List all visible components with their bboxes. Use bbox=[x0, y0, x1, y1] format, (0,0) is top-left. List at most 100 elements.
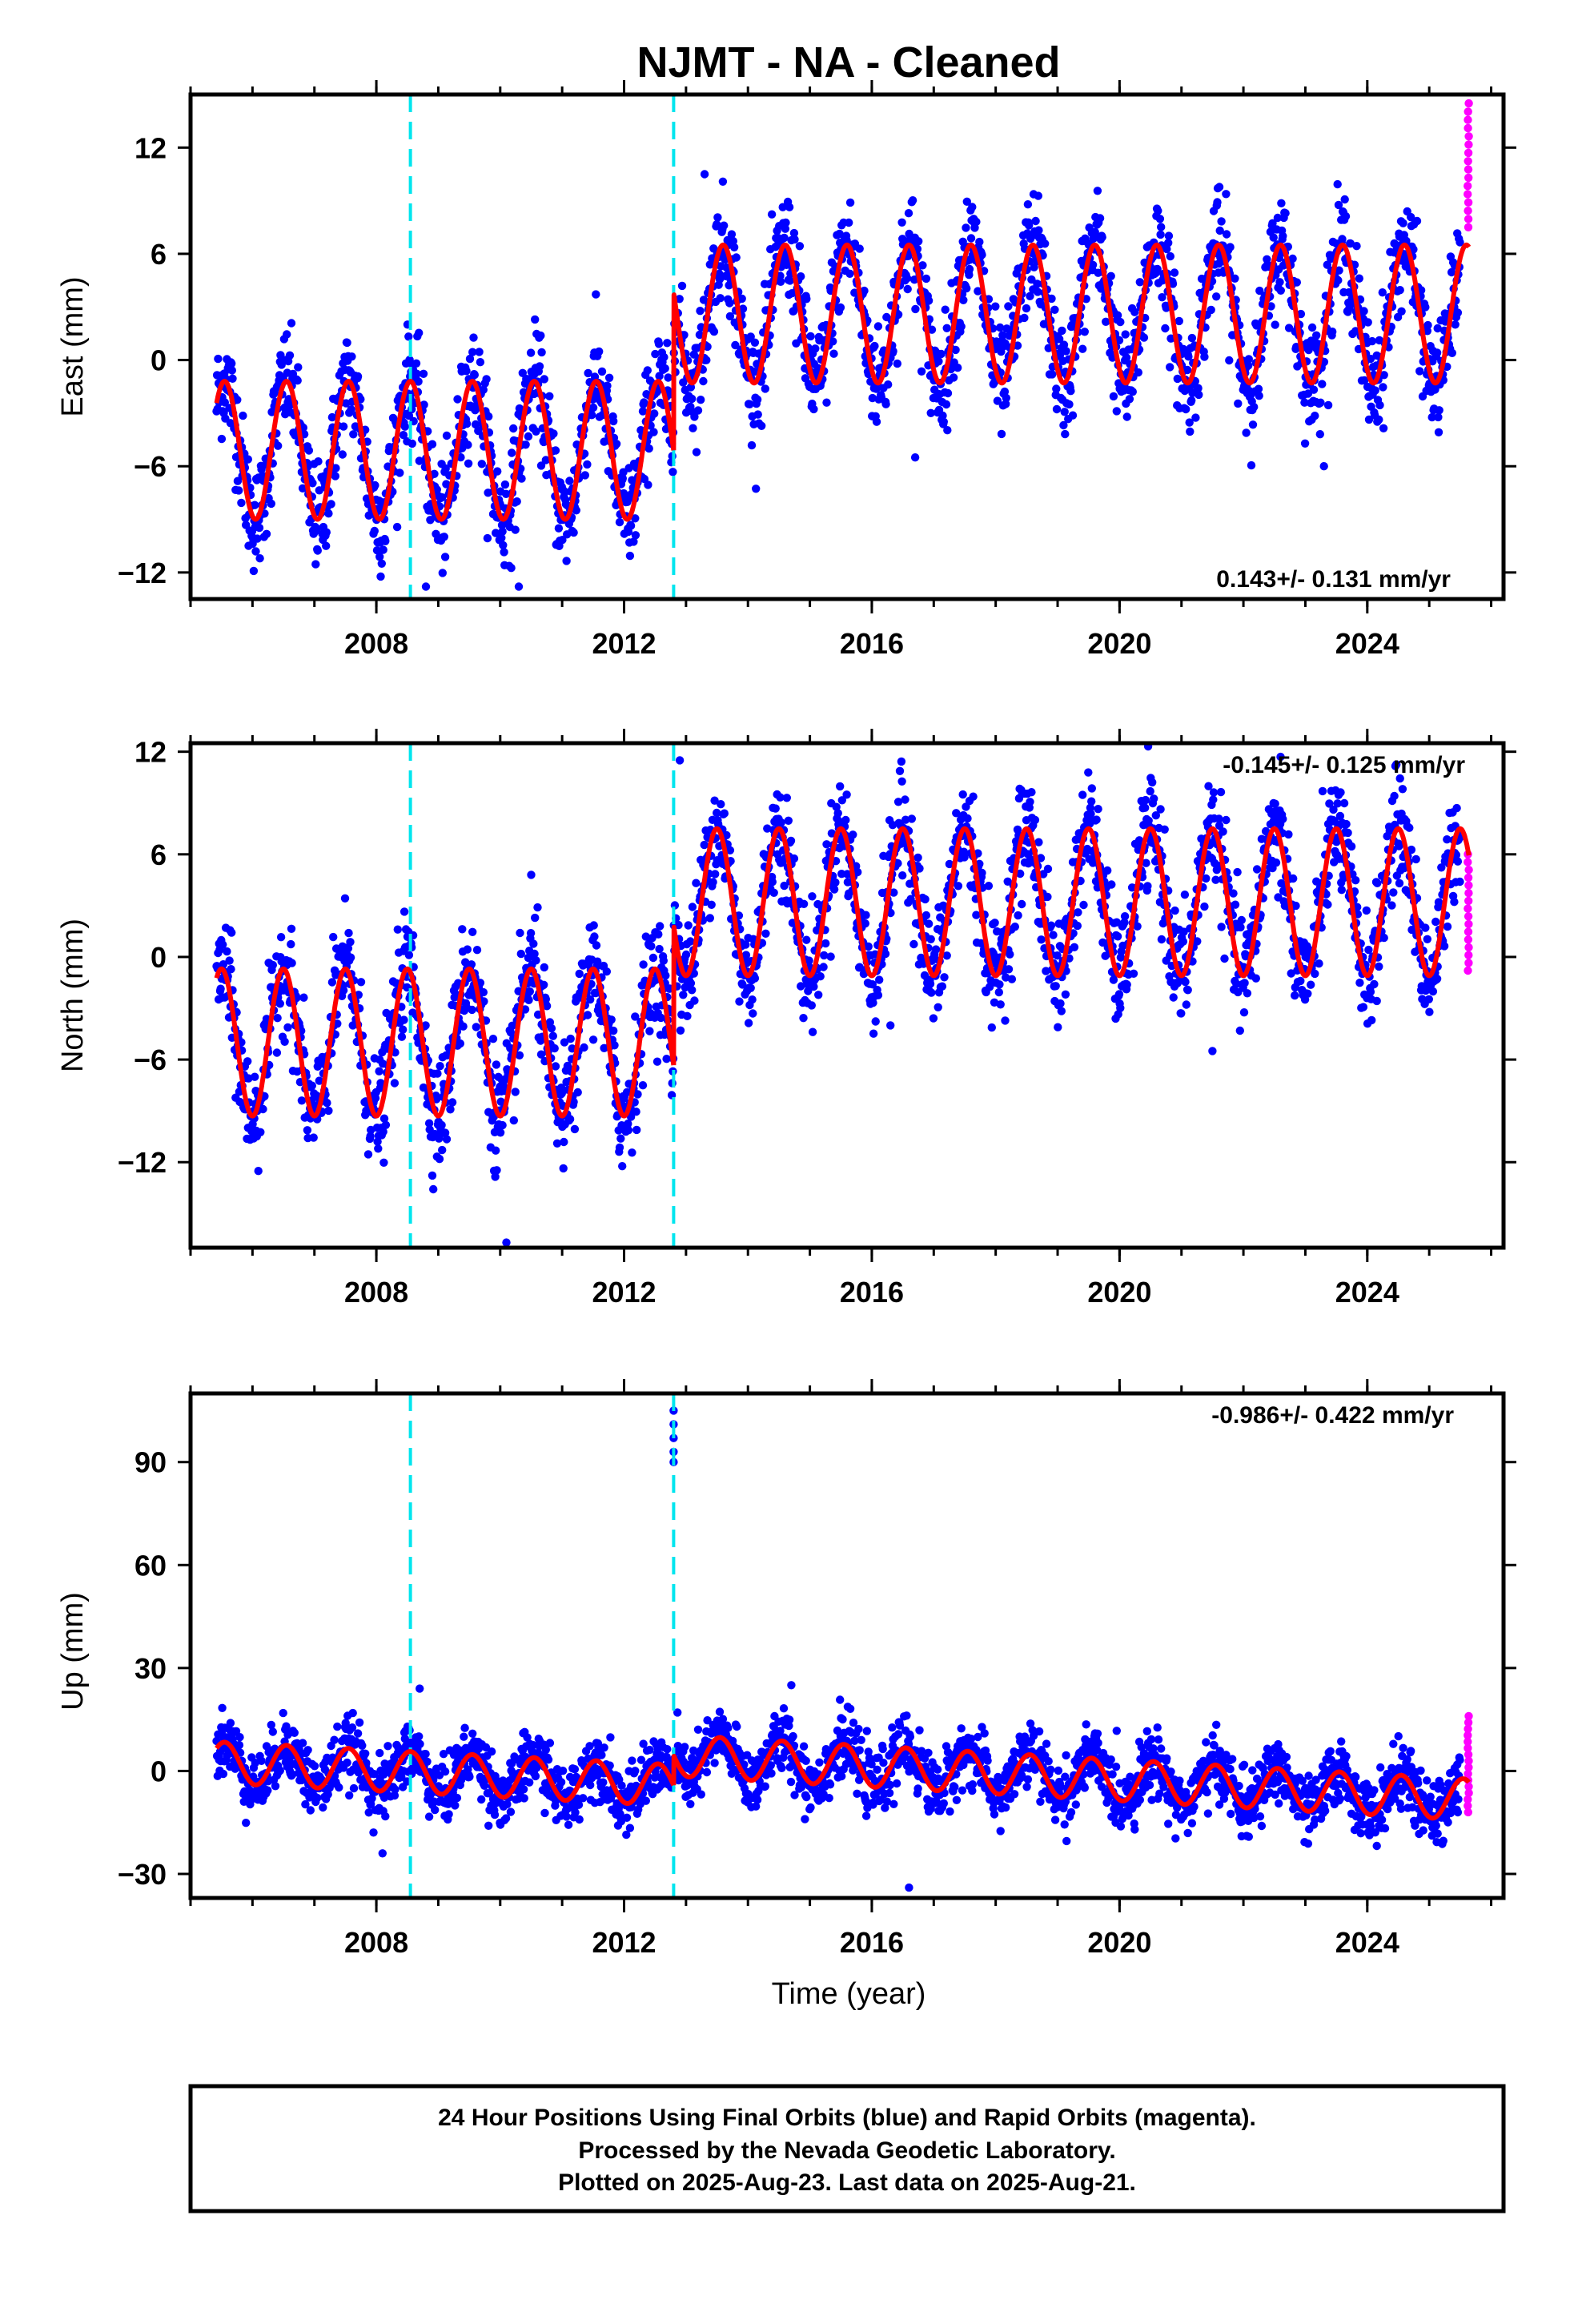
final-orbit-point bbox=[1239, 1008, 1249, 1017]
final-orbit-point bbox=[456, 1039, 464, 1048]
final-orbit-point bbox=[482, 375, 491, 384]
final-orbit-point bbox=[1453, 308, 1463, 317]
final-orbit-point bbox=[569, 528, 578, 537]
final-orbit-point bbox=[303, 1126, 312, 1135]
final-orbit-point bbox=[1114, 990, 1124, 999]
final-orbit-point bbox=[602, 967, 611, 976]
final-orbit-point bbox=[532, 427, 540, 436]
rapid-orbit-point bbox=[1464, 99, 1473, 108]
final-orbit-point bbox=[529, 939, 538, 948]
final-orbit-point bbox=[845, 218, 853, 227]
final-orbit-point bbox=[1284, 830, 1293, 839]
final-orbit-point bbox=[1367, 336, 1377, 346]
final-orbit-point bbox=[643, 366, 652, 375]
final-orbit-point bbox=[349, 430, 358, 439]
final-orbit-point bbox=[1271, 799, 1279, 808]
final-orbit-point bbox=[375, 1067, 383, 1076]
final-orbit-point bbox=[881, 400, 890, 408]
final-orbit-point bbox=[958, 790, 967, 799]
final-orbit-point bbox=[590, 932, 599, 941]
final-orbit-point bbox=[921, 895, 930, 904]
final-orbit-point bbox=[1375, 400, 1384, 410]
final-orbit-point bbox=[1166, 363, 1174, 372]
final-orbit-point bbox=[1052, 404, 1062, 414]
final-orbit-point bbox=[1424, 995, 1434, 1004]
final-orbit-point bbox=[718, 177, 728, 186]
final-orbit-point bbox=[327, 500, 335, 509]
final-orbit-point bbox=[1174, 316, 1184, 326]
final-orbit-point bbox=[913, 853, 922, 862]
final-orbit-point bbox=[442, 480, 451, 489]
final-orbit-point bbox=[954, 882, 963, 891]
final-orbit-point bbox=[297, 1096, 307, 1105]
final-orbit-point bbox=[1043, 892, 1052, 902]
final-orbit-point bbox=[943, 426, 952, 435]
final-orbit-point bbox=[732, 253, 741, 262]
final-orbit-point bbox=[1093, 187, 1102, 195]
final-orbit-point bbox=[1155, 215, 1165, 223]
final-orbit-point bbox=[1027, 788, 1036, 797]
final-orbit-point bbox=[428, 440, 437, 448]
final-orbit-point bbox=[797, 272, 805, 281]
final-orbit-point bbox=[702, 356, 711, 364]
final-orbit-point bbox=[235, 486, 243, 495]
final-orbit-point bbox=[1139, 333, 1149, 342]
final-orbit-point bbox=[966, 234, 976, 243]
final-orbit-point bbox=[716, 294, 725, 303]
final-orbit-point bbox=[949, 373, 958, 382]
final-orbit-point bbox=[1316, 398, 1325, 407]
final-orbit-point bbox=[1373, 879, 1382, 888]
final-orbit-point bbox=[1002, 393, 1011, 403]
final-orbit-point bbox=[469, 333, 478, 342]
final-orbit-point bbox=[548, 1031, 557, 1040]
final-orbit-point bbox=[580, 471, 589, 480]
final-orbit-point bbox=[1423, 320, 1432, 330]
final-orbit-point bbox=[603, 381, 612, 390]
final-orbit-point bbox=[1421, 923, 1430, 932]
final-orbit-point bbox=[1061, 990, 1070, 999]
final-orbit-point bbox=[814, 991, 823, 999]
final-orbit-point bbox=[397, 1032, 407, 1041]
final-orbit-point bbox=[484, 412, 493, 421]
final-orbit-point bbox=[836, 782, 845, 791]
final-orbit-point bbox=[654, 930, 663, 939]
final-orbit-point bbox=[607, 1015, 616, 1024]
final-orbit-point bbox=[700, 840, 709, 850]
final-orbit-point bbox=[776, 277, 785, 286]
final-orbit-point bbox=[784, 816, 793, 825]
final-orbit-point bbox=[430, 469, 439, 478]
final-orbit-point bbox=[809, 404, 818, 414]
final-orbit-point bbox=[1359, 1003, 1368, 1011]
final-orbit-point bbox=[1279, 814, 1287, 823]
final-orbit-point bbox=[1229, 889, 1238, 898]
final-orbit-point bbox=[1180, 891, 1190, 899]
final-orbit-point bbox=[516, 949, 525, 959]
final-orbit-point bbox=[604, 373, 614, 382]
final-orbit-point bbox=[1342, 819, 1351, 829]
final-orbit-point bbox=[725, 299, 734, 308]
final-orbit-point bbox=[632, 1108, 640, 1116]
final-orbit-point bbox=[521, 440, 530, 449]
final-orbit-point bbox=[492, 529, 500, 537]
final-orbit-point bbox=[1309, 385, 1319, 394]
final-orbit-point bbox=[343, 338, 351, 348]
final-orbit-point bbox=[1050, 305, 1059, 314]
final-orbit-point bbox=[1054, 1023, 1062, 1031]
final-orbit-point bbox=[440, 553, 450, 561]
y-tick-label: 12 bbox=[135, 131, 167, 164]
final-orbit-point bbox=[1200, 352, 1209, 361]
final-orbit-point bbox=[275, 999, 284, 1008]
final-orbit-point bbox=[861, 919, 870, 928]
final-orbit-point bbox=[693, 406, 703, 415]
final-orbit-point bbox=[1311, 412, 1319, 420]
final-orbit-point bbox=[1397, 307, 1406, 316]
final-orbit-point bbox=[873, 322, 883, 331]
final-orbit-point bbox=[826, 952, 835, 961]
final-orbit-point bbox=[1398, 785, 1407, 794]
final-orbit-point bbox=[688, 903, 697, 911]
final-orbit-point bbox=[223, 947, 231, 956]
final-orbit-point bbox=[1156, 805, 1165, 814]
final-orbit-point bbox=[829, 885, 839, 894]
final-orbit-point bbox=[638, 1081, 648, 1090]
